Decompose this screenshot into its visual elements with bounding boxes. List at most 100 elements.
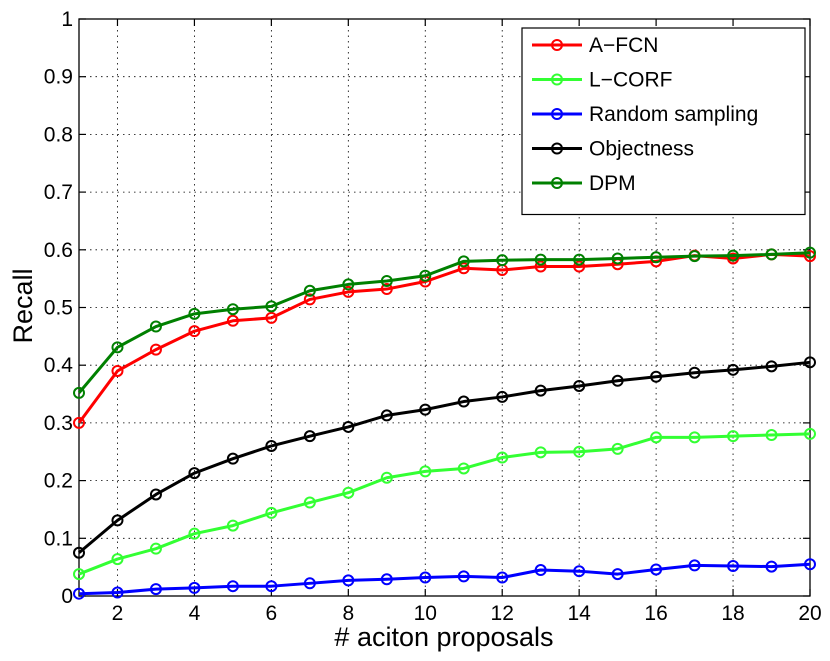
x-tick-label-6: 6 [266,602,278,625]
point-random-sampling-4 [188,581,201,594]
point-dpm-6 [265,300,278,313]
point-l-corf-15 [611,442,624,455]
point-dpm-16 [650,251,663,264]
point-a-fcn-9 [380,283,393,296]
point-random-sampling-7 [303,577,316,590]
point-a-fcn-2 [111,364,124,377]
point-a-fcn-11 [457,262,470,275]
point-a-fcn-7 [303,293,316,306]
series-lines [73,246,816,600]
point-l-corf-11 [457,462,470,475]
y-tick-label-0.6: 0.6 [44,239,73,262]
legend-entry-objectness: Objectness [532,138,694,161]
legend-entry-dpm: DPM [532,172,636,195]
y-tick-label-0.5: 0.5 [44,297,73,320]
point-objectness-1 [73,546,85,559]
point-objectness-3 [149,488,162,501]
point-l-corf-17 [688,431,701,444]
point-dpm-4 [188,307,201,320]
point-objectness-17 [688,366,701,379]
point-objectness-12 [496,390,509,403]
point-random-sampling-10 [419,571,432,584]
point-dpm-8 [342,278,355,291]
point-random-sampling-13 [534,564,547,577]
legend-label-random-sampling: Random sampling [589,103,758,126]
y-tick-label-0.1: 0.1 [44,527,73,550]
point-a-fcn-20 [804,250,816,263]
point-dpm-7 [303,284,316,297]
x-tick-label-2: 2 [112,602,124,625]
legend-swatch-marker-a-fcn [551,39,563,51]
x-tick-label-16: 16 [644,602,667,625]
point-a-fcn-13 [534,260,547,273]
point-random-sampling-20 [804,558,816,571]
point-objectness-4 [188,467,201,480]
point-dpm-13 [534,253,547,266]
point-a-fcn-4 [188,325,201,338]
point-objectness-11 [457,395,470,408]
point-l-corf-19 [765,429,778,442]
legend-swatch-marker-dpm [551,177,563,189]
point-l-corf-14 [573,445,586,458]
y-tick-label-0.7: 0.7 [44,181,73,204]
point-dpm-20 [804,246,816,259]
series-line-objectness [78,360,811,554]
point-a-fcn-6 [265,311,278,324]
grid-lines [79,19,810,596]
point-l-corf-13 [534,446,547,459]
point-dpm-1 [73,386,85,399]
point-objectness-7 [303,430,316,443]
legend-label-l-corf: L−CORF [589,69,672,92]
point-objectness-15 [611,374,624,387]
point-objectness-8 [342,420,355,433]
point-dpm-15 [611,252,624,265]
point-objectness-14 [573,379,586,392]
point-random-sampling-11 [457,570,470,583]
legend-label-a-fcn: A−FCN [589,34,658,57]
point-objectness-9 [380,409,393,422]
point-dpm-18 [727,249,740,262]
point-objectness-2 [111,514,124,527]
series-random-sampling [73,558,816,600]
x-tick-label-14: 14 [567,602,591,625]
series-line-random-sampling [78,562,811,596]
point-dpm-5 [226,303,239,316]
point-dpm-10 [419,269,432,282]
point-l-corf-10 [419,465,432,478]
x-tick-label-18: 18 [721,602,744,625]
point-l-corf-3 [149,542,162,555]
point-l-corf-20 [804,427,816,440]
y-tick-label-0: 0 [61,585,73,608]
point-objectness-19 [765,360,778,373]
y-tick-label-0.3: 0.3 [44,412,73,435]
y-tick-label-0.9: 0.9 [44,66,73,89]
point-random-sampling-17 [688,559,701,572]
point-dpm-17 [688,250,701,263]
point-dpm-11 [457,255,470,268]
point-l-corf-5 [226,519,239,532]
point-random-sampling-19 [765,560,778,573]
point-objectness-10 [419,403,432,416]
y-tick-label-0.2: 0.2 [44,470,73,493]
point-dpm-12 [496,254,509,267]
point-a-fcn-1 [73,416,85,429]
x-axis-title: # aciton proposals [334,622,553,652]
point-random-sampling-14 [573,565,586,578]
point-random-sampling-12 [496,571,509,584]
x-tick-label-20: 20 [798,602,821,625]
point-random-sampling-3 [149,583,162,596]
point-l-corf-9 [380,471,393,484]
point-l-corf-7 [303,496,316,509]
y-tick-label-1: 1 [61,8,73,31]
series-line-dpm [77,251,811,394]
legend-swatch-marker-l-corf [551,73,563,86]
series-dpm [73,246,816,399]
series-objectness [73,356,816,559]
point-objectness-20 [804,356,816,369]
legend-entry-a-fcn: A−FCN [532,34,658,57]
point-l-corf-16 [650,431,663,444]
point-random-sampling-2 [111,586,124,599]
legend-label-objectness: Objectness [589,138,694,161]
point-l-corf-2 [111,553,124,566]
point-l-corf-12 [496,451,509,464]
